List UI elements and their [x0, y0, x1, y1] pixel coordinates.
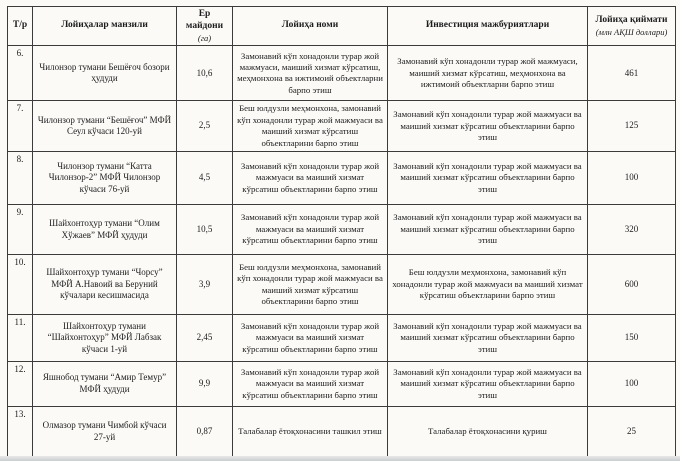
cell-address: Чилонзор тумани “Катта Чилонзор-2” МФЙ Ч…: [32, 151, 177, 206]
table-row: 10. Шайхонтоҳур тумани “Чорсу” МФЙ А.Нав…: [7, 254, 676, 316]
cell-project-cost: 600: [587, 254, 676, 316]
header-investment-label: Инвестиция мажбуриятлари: [425, 20, 550, 31]
cell-address: Чилонзор тумани Бешёғоч бозори ҳудуди: [32, 45, 177, 102]
table-row: 9. Шайхонтоҳур тумани “Олим Хўжаев” МФЙ …: [7, 204, 676, 256]
cell-project-cost: 461: [587, 45, 676, 102]
cell-land-area: 2,45: [176, 314, 233, 363]
scan-page-edge: [0, 456, 680, 461]
table-row: 7. Чилонзор тумани “Бешёғоч” МФЙ Сеул кў…: [7, 100, 676, 153]
cell-investment: Замонавий кўп хонадонли турар жой мажмуа…: [387, 45, 588, 102]
cell-row-number: 12.: [7, 361, 33, 408]
cell-address: Шайхонтоҳур тумани “Чорсу” МФЙ А.Навоий …: [32, 254, 177, 316]
cell-row-number: 7.: [7, 100, 33, 153]
cell-land-area: 10,6: [176, 45, 233, 102]
cell-project-name: Замонавий кўп хонадонли турар жой мажмуа…: [232, 151, 388, 206]
cell-row-number: 11.: [7, 314, 33, 363]
header-row-number: Т/р: [7, 5, 33, 47]
cell-investment: Замонавий кўп хонадонли турар жой мажмуа…: [387, 204, 588, 256]
cell-land-area: 3,9: [176, 254, 233, 316]
cell-address: Шайхонтоҳур тумани “Шайхонтоҳур” МФЙ Лаб…: [32, 314, 177, 363]
cell-address: Шайхонтоҳур тумани “Олим Хўжаев” МФЙ ҳуд…: [32, 204, 177, 256]
cell-row-number: 10.: [7, 254, 33, 316]
cell-project-name: Замонавий кўп хонадонли турар жой мажмуа…: [232, 45, 388, 102]
cell-land-area: 2,5: [176, 100, 233, 153]
table-row: 8. Чилонзор тумани “Катта Чилонзор-2” МФ…: [7, 151, 676, 206]
header-project-cost-label: Лойиҳа қиймати: [595, 14, 668, 25]
header-project-cost-unit: (млн АҚШ доллари): [595, 26, 668, 37]
cell-project-cost: 100: [587, 361, 676, 408]
cell-project-cost: 320: [587, 204, 676, 256]
cell-row-number: 9.: [7, 204, 33, 256]
cell-investment: Замонавий кўп хонадонли турар жой мажмуа…: [387, 361, 588, 408]
cell-address: Олмазор тумани Чимбой кўчаси 27-уй: [32, 406, 177, 458]
header-land-area: Ер майдони (га): [176, 5, 233, 47]
table-row: 12. Яшнобод тумани “Амир Темур” МФЙ ҳуду…: [7, 361, 676, 408]
header-land-area-label: Ер майдони: [185, 9, 224, 31]
cell-project-cost: 125: [587, 100, 676, 153]
cell-project-name: Беш юлдузли меҳмонхона, замонавий кўп хо…: [232, 100, 388, 153]
cell-address: Чилонзор тумани “Бешёғоч” МФЙ Сеул кўчас…: [32, 100, 177, 153]
cell-row-number: 8.: [7, 151, 33, 206]
cell-row-number: 13.: [7, 406, 33, 458]
cell-project-cost: 150: [587, 314, 676, 363]
cell-address: Яшнобод тумани “Амир Темур” МФЙ ҳудуди: [32, 361, 177, 408]
cell-investment: Беш юлдузли меҳмонхона, замонавий кўп хо…: [387, 254, 588, 316]
cell-project-cost: 100: [587, 151, 676, 206]
header-investment: Инвестиция мажбуриятлари: [387, 5, 588, 47]
table-header: Т/р Лойиҳалар манзили Ер майдони (га) Лой…: [7, 5, 676, 47]
header-row: Т/р Лойиҳалар манзили Ер майдони (га) Лой…: [7, 5, 676, 47]
cell-land-area: 10,5: [176, 204, 233, 256]
cell-project-name: Замонавий кўп хонадонли турар жой мажмуа…: [232, 314, 388, 363]
cell-project-name: Замонавий кўп хонадонли турар жой мажмуа…: [232, 361, 388, 408]
table-body: 6. Чилонзор тумани Бешёғоч бозори ҳудуди…: [7, 45, 676, 458]
header-project-cost: Лойиҳа қиймати (млн АҚШ доллари): [587, 5, 676, 47]
table-row: 13. Олмазор тумани Чимбой кўчаси 27-уй 0…: [7, 406, 676, 458]
cell-project-name: Замонавий кўп хонадонли турар жой мажмуа…: [232, 204, 388, 256]
cell-project-cost: 25: [587, 406, 676, 458]
header-address-label: Лойиҳалар манзили: [61, 20, 148, 31]
cell-investment: Замонавий кўп хонадонли турар жой мажмуа…: [387, 314, 588, 363]
header-project-name-label: Лойиҳа номи: [281, 20, 339, 31]
cell-project-name: Беш юлдузли меҳмонхона, замонавий кўп хо…: [232, 254, 388, 316]
header-address: Лойиҳалар манзили: [32, 5, 177, 47]
cell-land-area: 9,9: [176, 361, 233, 408]
cell-row-number: 6.: [7, 45, 33, 102]
projects-table: Т/р Лойиҳалар манзили Ер майдони (га) Лой…: [7, 5, 676, 458]
cell-land-area: 4,5: [176, 151, 233, 206]
cell-investment: Замонавий кўп хонадонли турар жой мажмуа…: [387, 151, 588, 206]
table-row: 11. Шайхонтоҳур тумани “Шайхонтоҳур” МФЙ…: [7, 314, 676, 363]
cell-land-area: 0,87: [176, 406, 233, 458]
table-row: 6. Чилонзор тумани Бешёғоч бозори ҳудуди…: [7, 45, 676, 102]
header-project-name: Лойиҳа номи: [232, 5, 388, 47]
cell-investment: Замонавий кўп хонадонли турар жой мажмуа…: [387, 100, 588, 153]
cell-investment: Талабалар ётоқхонасини қуриш: [387, 406, 588, 458]
header-land-area-unit: (га): [197, 32, 212, 43]
header-row-number-label: Т/р: [12, 20, 28, 31]
cell-project-name: Талабалар ётоқхонасини ташкил этиш: [232, 406, 388, 458]
